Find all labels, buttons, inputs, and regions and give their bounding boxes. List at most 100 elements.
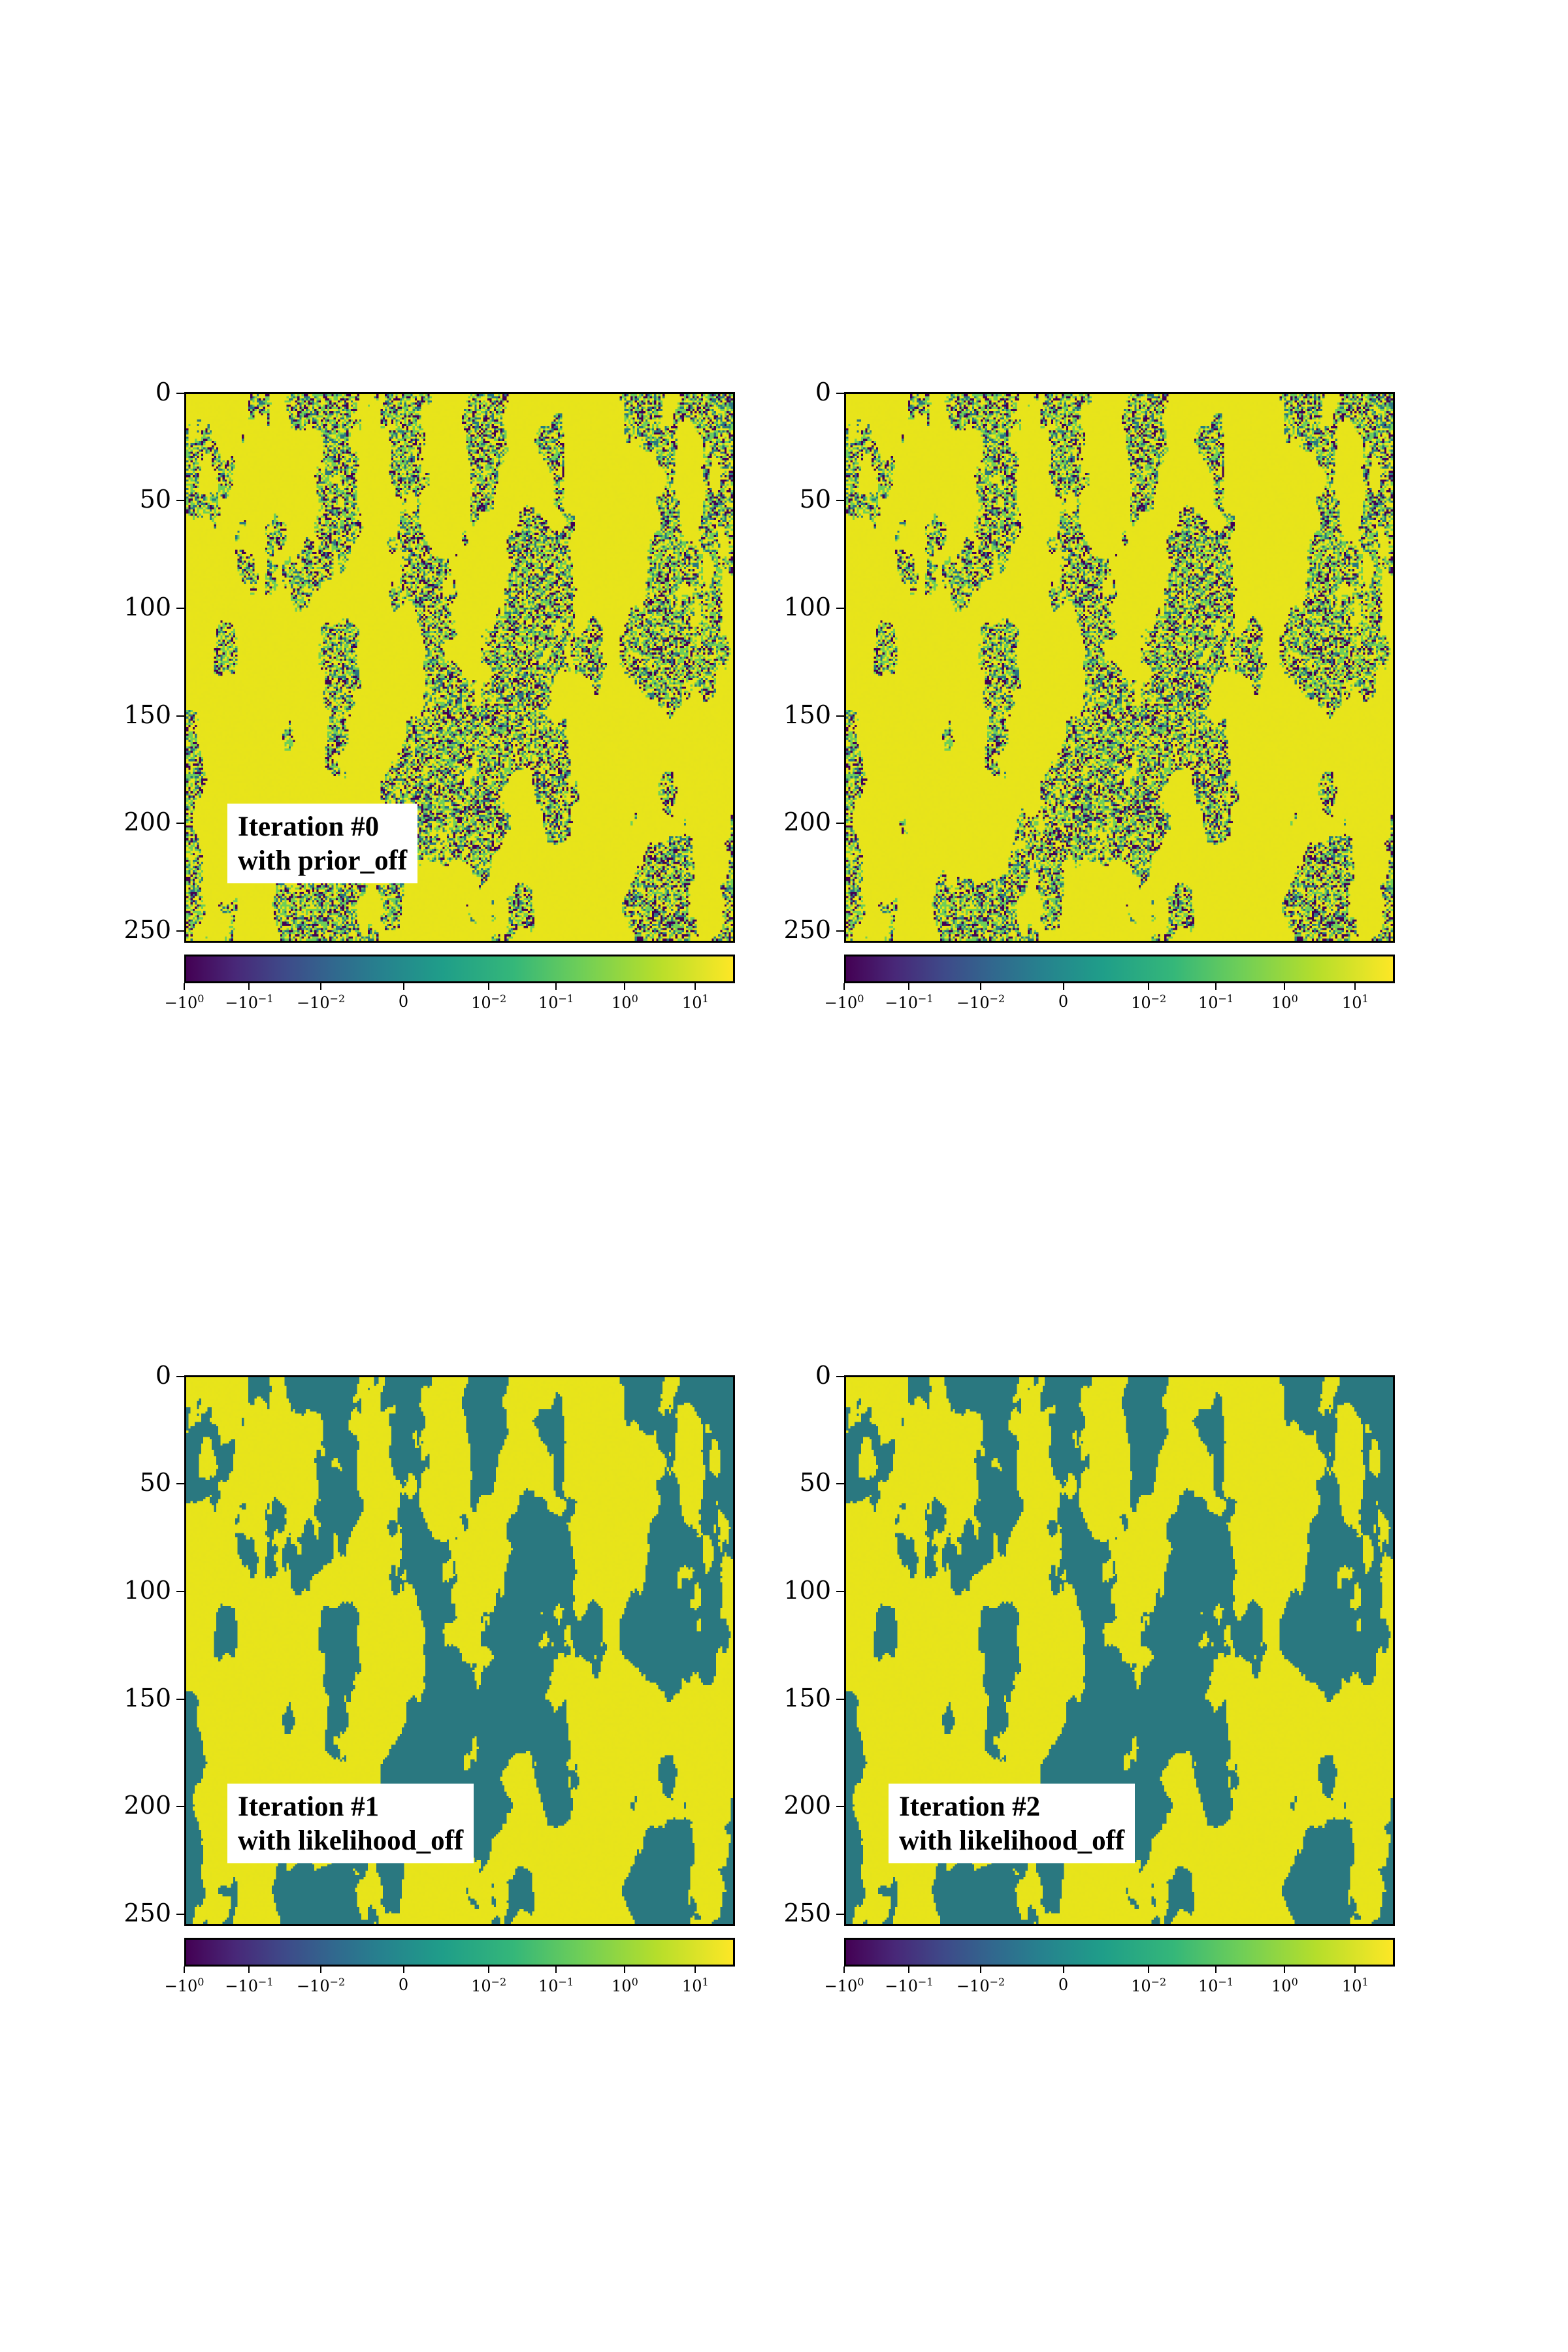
colorbar-tick-mark xyxy=(1215,983,1217,990)
y-tick-label: 50 xyxy=(799,1468,831,1497)
colorbar-tick-mark xyxy=(555,1967,557,1973)
heatmap-canvas xyxy=(846,394,1393,941)
y-tick-mark xyxy=(836,392,844,394)
y-tick-label: 250 xyxy=(123,915,171,944)
heatmap-image xyxy=(844,392,1395,943)
y-tick-mark xyxy=(176,1590,184,1592)
panel-title-box: Iteration #2 with likelihood_off xyxy=(889,1784,1135,1863)
colorbar-tick-label: −10−2 xyxy=(296,1976,346,1995)
colorbar-tick-mark xyxy=(184,983,185,990)
colorbar-tick-label: −100 xyxy=(164,1976,204,1995)
y-tick-mark xyxy=(836,930,844,932)
panel-title-line: Iteration #2 xyxy=(899,1791,1041,1822)
y-tick-mark xyxy=(176,715,184,717)
y-tick-label: 200 xyxy=(123,808,171,837)
y-tick-mark xyxy=(836,607,844,609)
colorbar-tick-label: 10−2 xyxy=(1131,1976,1167,1995)
y-tick-mark xyxy=(176,930,184,932)
y-tick-mark xyxy=(836,823,844,825)
y-tick-label: 0 xyxy=(155,1360,171,1390)
y-tick-mark xyxy=(176,1698,184,1700)
colorbar-tick-label: −10−1 xyxy=(885,992,934,1012)
colorbar-tick-mark xyxy=(1354,983,1356,990)
colorbar-tick-label: −10−2 xyxy=(296,992,346,1012)
colorbar-tick-mark xyxy=(1148,1967,1150,1973)
y-tick-label: 250 xyxy=(123,1898,171,1927)
colorbar-tick-label: 10−2 xyxy=(471,992,507,1012)
y-tick-mark xyxy=(176,607,184,609)
colorbar-tick-label: 10−1 xyxy=(538,992,574,1012)
colorbar-tick-mark xyxy=(402,1967,404,1973)
y-tick-mark xyxy=(836,1806,844,1808)
colorbar-tick-label: 0 xyxy=(398,1976,409,1994)
colorbar-tick-label: 101 xyxy=(681,992,709,1012)
y-tick-mark xyxy=(836,1483,844,1485)
y-tick-label: 100 xyxy=(123,592,171,621)
colorbar-tick-label: 100 xyxy=(612,1976,638,1995)
panel-title-line: Iteration #0 xyxy=(238,811,380,842)
colorbar-tick-label: −100 xyxy=(824,1976,864,1995)
colorbar-tick-mark xyxy=(694,1967,696,1973)
colorbar-tick-label: 10−2 xyxy=(1131,992,1167,1012)
colorbar-tick-mark xyxy=(980,983,982,990)
y-tick-label: 150 xyxy=(783,1683,831,1712)
y-tick-label: 200 xyxy=(783,1791,831,1820)
y-tick-label: 0 xyxy=(155,377,171,406)
colorbar-tick-label: 0 xyxy=(1058,992,1069,1011)
colorbar-tick-mark xyxy=(555,983,557,990)
y-tick-mark xyxy=(176,392,184,394)
colorbar-tick-mark xyxy=(624,1967,626,1973)
colorbar-tick-mark xyxy=(1284,983,1286,990)
colorbar-tick-label: −10−2 xyxy=(956,1976,1005,1995)
colorbar-tick-mark xyxy=(1215,1967,1217,1973)
panel-title-box: Iteration #1 with likelihood_off xyxy=(227,1784,474,1863)
panel-title-line: with likelihood_off xyxy=(899,1825,1125,1856)
colorbar-tick-label: 0 xyxy=(1058,1976,1069,1994)
y-tick-mark xyxy=(836,1913,844,1915)
colorbar-tick-label: 0 xyxy=(398,992,409,1011)
colorbar-tick-mark xyxy=(488,1967,490,1973)
colorbar-tick-label: −10−1 xyxy=(885,1976,934,1995)
y-tick-mark xyxy=(176,1913,184,1915)
colorbar-tick-label: −100 xyxy=(164,992,204,1012)
y-tick-label: 250 xyxy=(783,915,831,944)
colorbar-tick-mark xyxy=(694,983,696,990)
y-tick-mark xyxy=(176,1806,184,1808)
y-tick-label: 0 xyxy=(815,1360,831,1390)
y-tick-label: 100 xyxy=(123,1575,171,1605)
colorbar-tick-mark xyxy=(980,1967,982,1973)
y-tick-label: 50 xyxy=(799,485,831,514)
colorbar-tick-label: 100 xyxy=(612,992,638,1012)
y-tick-label: 100 xyxy=(783,592,831,621)
colorbar-tick-mark xyxy=(320,983,322,990)
colorbar-tick-mark xyxy=(402,983,404,990)
colorbar-tick-label: 10−1 xyxy=(1198,1976,1234,1995)
colorbar-tick-label: 10−2 xyxy=(471,1976,507,1995)
colorbar-tick-label: 10−1 xyxy=(1198,992,1234,1012)
y-tick-mark xyxy=(836,1590,844,1592)
colorbar-tick-mark xyxy=(1062,1967,1064,1973)
y-tick-label: 150 xyxy=(783,700,831,729)
colorbar-tick-label: 101 xyxy=(1341,1976,1369,1995)
colorbar-tick-mark xyxy=(488,983,490,990)
colorbar-tick-label: 101 xyxy=(681,1976,709,1995)
panel-title-line: with prior_off xyxy=(238,845,408,876)
y-tick-label: 50 xyxy=(139,485,171,514)
y-tick-mark xyxy=(836,1375,844,1377)
colorbar-tick-mark xyxy=(1148,983,1150,990)
panel-title-line: Iteration #1 xyxy=(238,1791,380,1822)
colorbar-tick-label: −10−1 xyxy=(225,992,274,1012)
colorbar-tick-label: −10−1 xyxy=(225,1976,274,1995)
colorbar-tick-label: −10−2 xyxy=(956,992,1005,1012)
colorbar-tick-mark xyxy=(1354,1967,1356,1973)
y-tick-label: 200 xyxy=(123,1791,171,1820)
colorbar-tick-mark xyxy=(908,1967,910,1973)
y-tick-label: 100 xyxy=(783,1575,831,1605)
colorbar-tick-mark xyxy=(624,983,626,990)
colorbar-tick-label: 100 xyxy=(1271,1976,1298,1995)
colorbar-tick-label: 10−1 xyxy=(538,1976,574,1995)
y-tick-label: 0 xyxy=(815,377,831,406)
colorbar-tick-label: −100 xyxy=(824,992,864,1012)
colorbar xyxy=(184,955,735,983)
colorbar-tick-mark xyxy=(184,1967,185,1973)
